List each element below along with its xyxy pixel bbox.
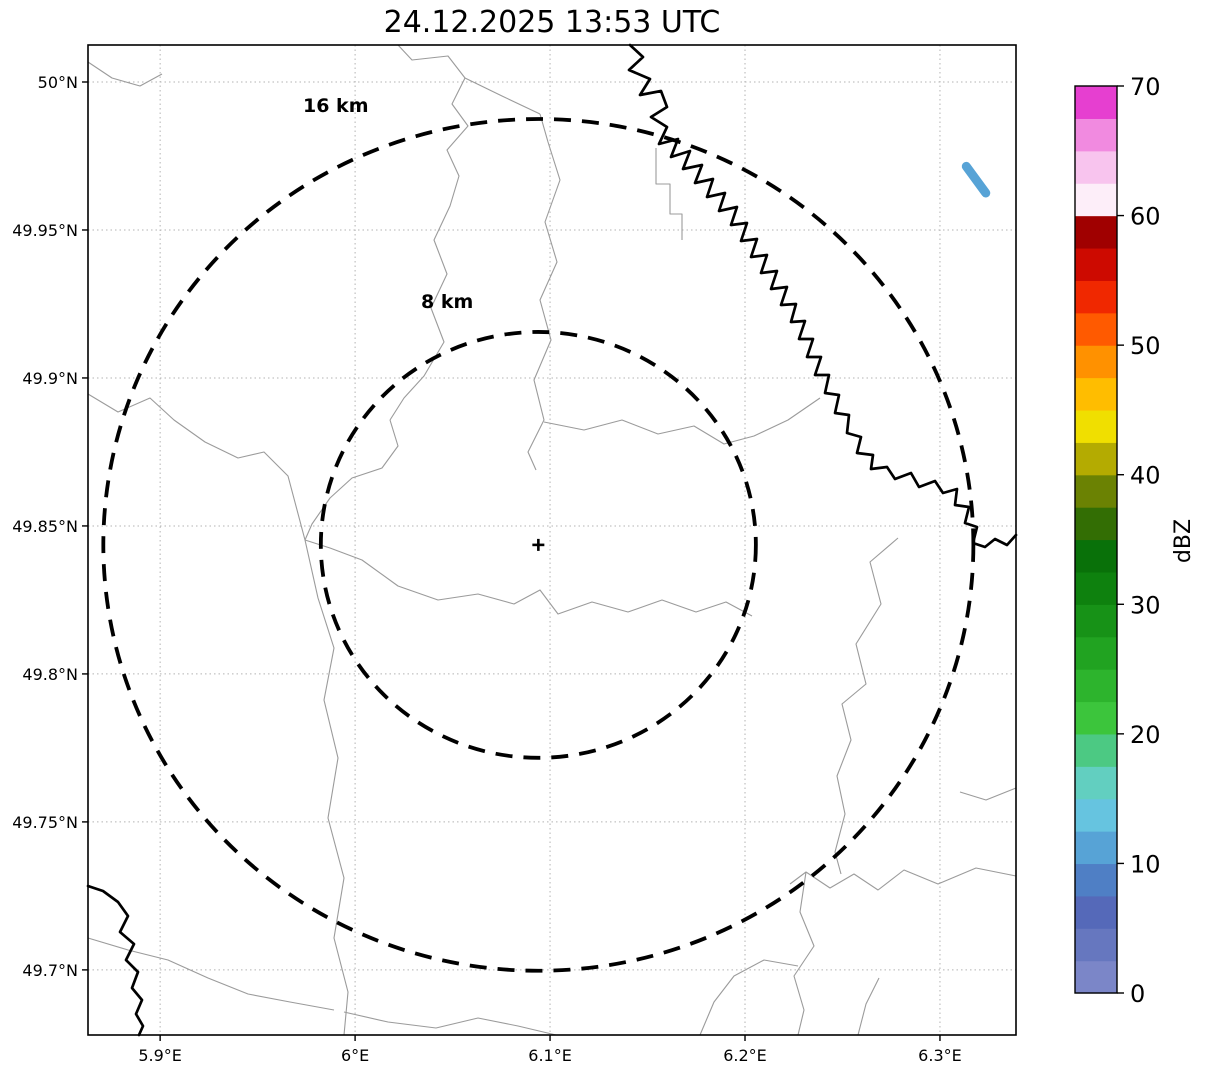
country-border-line <box>627 43 1018 549</box>
country-border-line <box>86 884 145 1037</box>
colorbar-segment <box>1075 280 1117 314</box>
colorbar-segment <box>1075 539 1117 573</box>
y-axis-tick-label: 49.95°N <box>12 221 78 240</box>
colorbar-segment <box>1075 150 1117 184</box>
x-axis-tick-label: 6°E <box>341 1046 369 1065</box>
colorbar-tick-label: 30 <box>1130 591 1161 619</box>
colorbar-segment <box>1075 733 1117 767</box>
colorbar-tick-label: 60 <box>1130 203 1161 231</box>
admin-border-line <box>87 937 335 1011</box>
x-axis-tick-label: 6.3°E <box>918 1046 962 1065</box>
plot-frame <box>87 44 1017 1036</box>
range-ring-8km <box>318 330 758 760</box>
admin-border-line <box>343 1011 557 1036</box>
colorbar-segment <box>1075 831 1117 865</box>
colorbar-segment <box>1075 312 1117 346</box>
range-ring-label-16km: 16 km <box>303 95 369 117</box>
x-axis-tick-label: 6.2°E <box>723 1046 767 1065</box>
range-ring-16km <box>101 117 976 973</box>
colorbar-segment <box>1075 798 1117 832</box>
colorbar-tick-label: 10 <box>1130 850 1161 878</box>
x-axis-tick-label: 6.1°E <box>528 1046 572 1065</box>
colorbar-segment <box>1075 928 1117 962</box>
admin-border-line <box>304 539 349 1036</box>
colorbar-segment <box>1075 507 1117 541</box>
colorbar-segment <box>1075 701 1117 735</box>
colorbar-segment <box>1075 863 1117 897</box>
colorbar-tick-label: 0 <box>1130 980 1145 1008</box>
y-axis-tick-label: 49.75°N <box>12 813 78 832</box>
admin-border-line <box>543 397 821 445</box>
colorbar-segment <box>1075 215 1117 249</box>
colorbar-segment <box>1075 442 1117 476</box>
y-axis-tick-label: 49.7°N <box>22 961 78 980</box>
admin-border-line <box>834 537 899 875</box>
y-axis-tick-label: 49.85°N <box>12 517 78 536</box>
admin-border-line <box>789 867 1017 891</box>
colorbar-segment <box>1075 636 1117 670</box>
admin-border-line <box>304 419 399 541</box>
colorbar-outline <box>1074 85 1118 994</box>
admin-border-line <box>793 871 815 1036</box>
colorbar-segment <box>1075 247 1117 281</box>
colorbar-tick-label: 20 <box>1130 721 1161 749</box>
colorbar-segment <box>1075 409 1117 443</box>
radar-echo <box>961 161 991 198</box>
y-axis-tick-label: 49.8°N <box>22 665 78 684</box>
colorbar-axis-label: dBZ <box>1171 518 1196 564</box>
colorbar-tick-label: 50 <box>1130 332 1161 360</box>
admin-border-line <box>699 959 799 1036</box>
colorbar-segment <box>1075 895 1117 929</box>
colorbar-segment <box>1075 571 1117 605</box>
colorbar-segment <box>1075 474 1117 508</box>
y-axis-tick-label: 49.9°N <box>22 369 78 388</box>
admin-border-line <box>655 148 683 240</box>
colorbar-segment <box>1075 604 1117 638</box>
admin-border-line <box>959 787 1017 801</box>
colorbar-segment <box>1075 86 1117 119</box>
colorbar-tick-label: 40 <box>1130 462 1161 490</box>
plot-title: 24.12.2025 13:53 UTC <box>383 5 721 40</box>
admin-border-line <box>464 77 541 115</box>
colorbar-segment <box>1075 345 1117 379</box>
admin-border-line <box>527 113 561 471</box>
colorbar-segment <box>1075 118 1117 152</box>
range-ring-label-8km: 8 km <box>421 291 474 313</box>
colorbar-segment <box>1075 377 1117 411</box>
y-axis-tick-label: 50°N <box>38 73 78 92</box>
x-axis-tick-label: 5.9°E <box>138 1046 182 1065</box>
colorbar-segment <box>1075 183 1117 217</box>
colorbar-tick-label: 70 <box>1130 73 1161 101</box>
colorbar-segment <box>1075 960 1117 994</box>
map-background <box>88 45 1016 1035</box>
colorbar-segment <box>1075 669 1117 703</box>
admin-border-line <box>87 61 163 87</box>
admin-border-line <box>304 539 753 617</box>
admin-border-line <box>87 393 306 541</box>
colorbar-segment <box>1075 766 1117 800</box>
admin-border-line <box>857 977 880 1036</box>
